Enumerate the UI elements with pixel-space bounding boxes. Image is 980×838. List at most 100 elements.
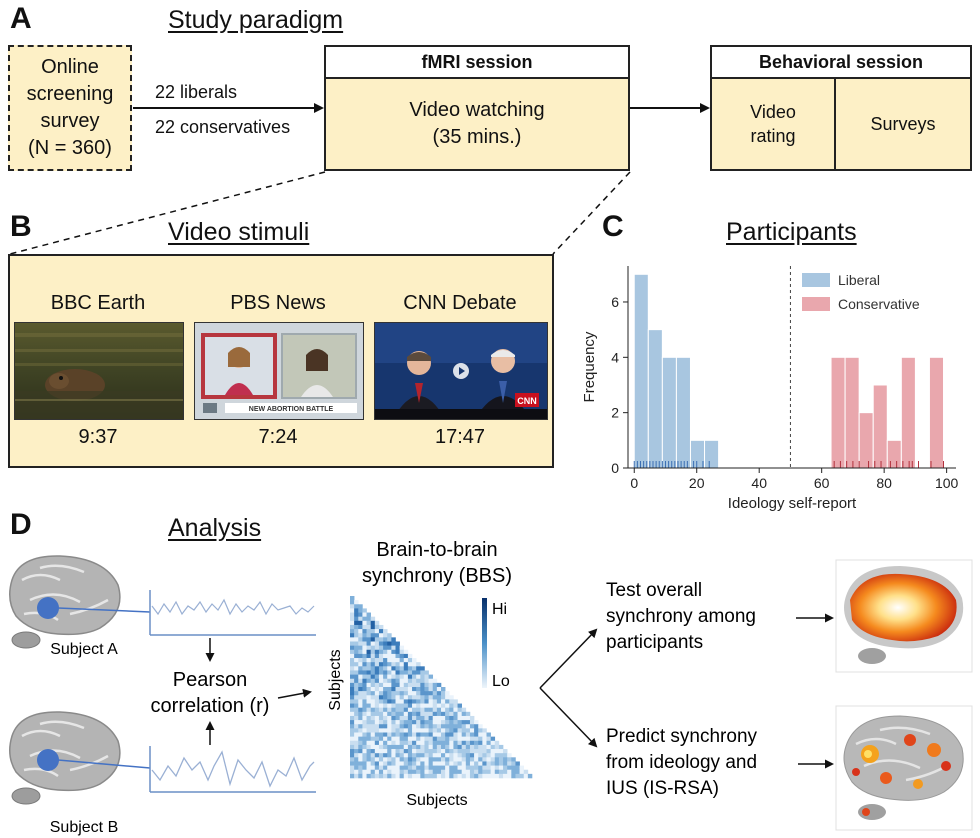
bbs-matrix-cell [412, 703, 417, 708]
bbs-matrix-cell [424, 678, 429, 684]
bbs-matrix-cell [461, 707, 467, 713]
test-text-line-3: participants [606, 632, 703, 653]
bbs-matrix-cell [387, 653, 392, 659]
bbs-matrix-cell [387, 724, 392, 729]
bbs-matrix-cell [498, 744, 504, 750]
bbs-matrix-cell [374, 728, 380, 733]
bbs-matrix-cell [383, 765, 388, 771]
bbs-matrix-cell [362, 691, 367, 696]
bbs-matrix-cell [407, 736, 413, 742]
screening-line-3: survey [40, 110, 100, 132]
bbs-matrix-cell [445, 699, 450, 704]
bbs-matrix-cell [383, 761, 388, 766]
dashed-connector-right [552, 171, 631, 255]
bbs-matrix-cell [354, 728, 359, 733]
bbs-matrix-cell [391, 749, 396, 754]
bbs-matrix-cell [478, 769, 483, 775]
bbs-matrix-cell [366, 720, 371, 725]
video-rating-line-2: rating [750, 126, 796, 146]
bbs-matrix-cell [366, 757, 371, 762]
bbs-matrix-cell [445, 761, 450, 766]
bbs-matrix-cell [354, 604, 359, 609]
bbs-matrix-cell [474, 740, 479, 746]
bbs-matrix-cell [412, 749, 417, 754]
bbs-colorbar [482, 598, 487, 688]
bbs-matrix-cell [403, 769, 409, 775]
bbs-matrix-cell [436, 707, 442, 713]
bbs-matrix-cell [350, 616, 355, 622]
bbs-matrix-cell [436, 736, 442, 742]
bbs-matrix-cell [486, 757, 491, 762]
bbs-matrix-cell [523, 773, 529, 779]
bbs-matrix-cell [358, 732, 363, 737]
bbs-matrix-cell [420, 769, 425, 775]
bbs-matrix-cell [457, 711, 462, 717]
bbs-matrix-cell [420, 691, 425, 696]
bbs-matrix-cell [362, 662, 367, 667]
panel-d-heading: Analysis [168, 514, 262, 542]
bbs-matrix-cell [366, 753, 371, 758]
bbs-matrix-cell [436, 769, 442, 775]
bbs-matrix-cell [441, 765, 446, 771]
bbs-matrix-cell [391, 736, 396, 742]
colorbar-hi-label: Hi [492, 601, 507, 618]
bbs-matrix-cell [416, 699, 421, 704]
bbs-matrix-cell [494, 740, 500, 746]
bbs-matrix-cell [350, 769, 355, 775]
bbs-matrix-cell [358, 674, 363, 680]
bbs-matrix-cell [383, 645, 388, 651]
bbs-matrix-cell [490, 736, 496, 742]
bbs-matrix-cell [399, 753, 405, 758]
bbs-matrix-cell [453, 761, 458, 766]
brain-subject-b-icon [9, 711, 121, 805]
bbs-matrix-cell [416, 711, 421, 717]
bbs-matrix-cell [383, 740, 388, 746]
bbs-matrix-cell [362, 724, 367, 729]
bbs-matrix-cell [387, 649, 392, 655]
bbs-matrix-cell [486, 732, 491, 737]
bbs-matrix-cell [358, 773, 363, 779]
bbs-matrix-cell [354, 724, 359, 729]
bbs-matrix-cell [354, 744, 359, 750]
bbs-matrix-cell [519, 769, 525, 775]
histogram-bar-conservative-6 [928, 356, 945, 469]
bbs-matrix-cell [354, 616, 359, 622]
bbs-matrix-cell [383, 662, 388, 667]
bbs-matrix-cell [370, 658, 376, 663]
bbs-matrix-cell [366, 732, 371, 737]
bbs-matrix-cell [370, 624, 376, 630]
video-title-cnn: CNN Debate [403, 292, 517, 314]
bbs-matrix-cell [362, 649, 367, 655]
bbs-matrix-cell [366, 653, 371, 659]
bbs-matrix-cell [358, 612, 363, 617]
bbs-matrix-cell [407, 765, 413, 771]
bbs-matrix-cell [424, 761, 429, 766]
panel-c-letter: C [602, 210, 624, 243]
bbs-matrix-cell [420, 674, 425, 680]
bbs-matrix-cell [366, 691, 371, 696]
pbs-caption: NEW ABORTION BATTLE [249, 406, 334, 413]
bbs-matrix-cell [370, 765, 376, 771]
bbs-matrix-cell [395, 769, 400, 775]
bbs-matrix-cell [445, 736, 450, 742]
bbs-matrix-cell [424, 670, 429, 675]
bbs-matrix-cell [362, 687, 367, 692]
bbs-matrix-cell [358, 687, 363, 692]
bbs-matrix-cell [399, 674, 405, 680]
bbs-matrix-cell [511, 769, 516, 775]
bbs-matrix-cell [420, 687, 425, 692]
bbs-matrix-cell [399, 658, 405, 663]
bbs-matrix-cell [358, 761, 363, 766]
bbs-matrix-cell [350, 720, 355, 725]
bbs-matrix-cell [412, 682, 417, 688]
bbs-matrix-cell [403, 724, 409, 729]
bbs-label-line-1: Brain-to-brain [376, 540, 497, 561]
bbs-matrix-cell [503, 769, 508, 775]
bbs-matrix-cell [420, 736, 425, 742]
bbs-matrix-cell [465, 773, 471, 779]
bbs-matrix-cell [461, 744, 467, 750]
bbs-matrix-cell [407, 744, 413, 750]
bbs-matrix-cell [416, 744, 421, 750]
bbs-matrix-cell [407, 695, 413, 700]
bbs-matrix-cell [498, 761, 504, 766]
